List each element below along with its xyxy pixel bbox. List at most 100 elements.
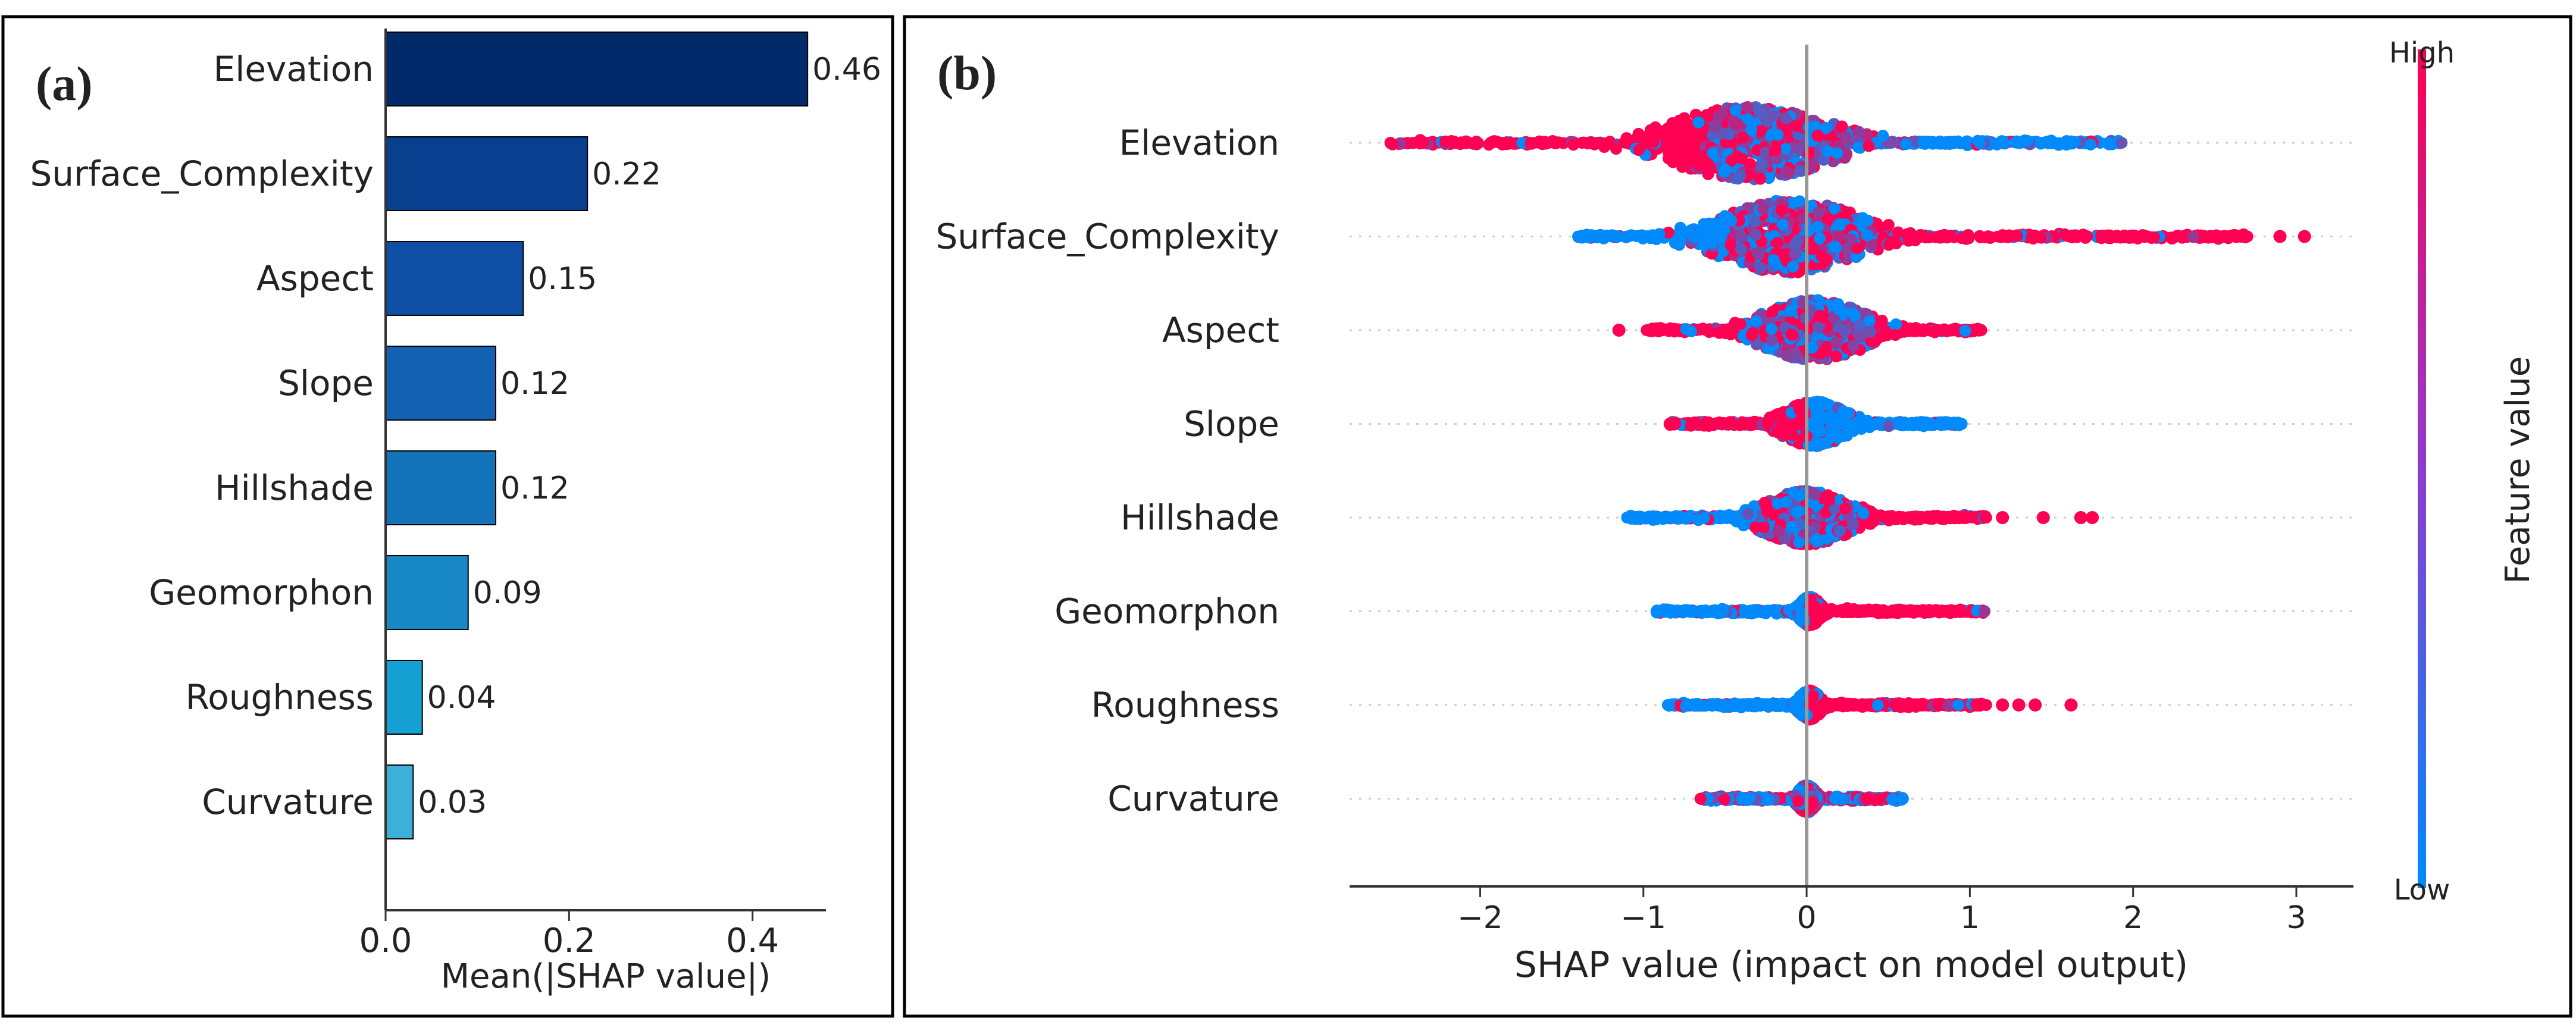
shap-point: [1701, 416, 1714, 429]
shap-point: [1737, 131, 1749, 143]
shap-point: [1633, 143, 1645, 156]
shap-point: [1830, 350, 1842, 363]
bar-roughness: [385, 660, 423, 735]
shap-point: [1828, 202, 1841, 215]
shap-point: [1854, 330, 1867, 343]
shap-point: [2037, 136, 2049, 149]
x-tick-label: 0.4: [726, 922, 779, 960]
shap-point: [1610, 142, 1622, 155]
shap-point: [1724, 239, 1737, 252]
shap-point: [1630, 230, 1642, 242]
shap-point: [1939, 418, 1951, 431]
shap-point: [1811, 129, 1824, 142]
shap-point: [1590, 230, 1602, 243]
shap-point: [2102, 137, 2115, 149]
shap-point: [1948, 324, 1961, 336]
panel-a-frame: [1, 15, 894, 1018]
shap-point: [1735, 243, 1747, 255]
shap-point: [1729, 104, 1742, 117]
panel-a-bar-chart: (a) ElevationSurface_ComplexityAspectSlo…: [30, 29, 881, 996]
shap-point: [1861, 229, 1873, 242]
shap-point: [1652, 325, 1665, 337]
shap-point: [1899, 138, 1912, 151]
shap-point: [2096, 229, 2108, 242]
category-labels: ElevationSurface_ComplexityAspectSlopeHi…: [30, 49, 374, 822]
panel-b-beeswarm: (b) ElevationSurface_ComplexityAspectSlo…: [935, 36, 2537, 986]
shap-point: [1816, 250, 1828, 262]
shap-point: [1727, 324, 1739, 337]
shap-point: [1812, 206, 1824, 219]
shap-point: [1620, 230, 1633, 243]
x-tick-label: 0.2: [543, 922, 596, 960]
shap-point: [1789, 120, 1802, 132]
shap-point: [1832, 412, 1844, 425]
panel-b-frame: [903, 15, 2572, 1018]
shap-point: [1852, 126, 1865, 138]
shap-point: [1717, 224, 1730, 236]
shap-point: [1814, 232, 1826, 245]
shap-point: [1707, 147, 1719, 159]
shap-point: [1791, 351, 1804, 363]
shap-point: [1789, 248, 1801, 261]
shap-point: [1890, 237, 1902, 250]
category-label: Hillshade: [215, 468, 374, 508]
bar-curvature: [385, 764, 414, 839]
shap-point: [1962, 228, 1974, 241]
shap-point: [1952, 135, 1964, 148]
value-label: 0.22: [592, 156, 661, 192]
shap-point: [1786, 429, 1799, 441]
panel-a-label: (a): [36, 57, 93, 111]
shap-point: [1708, 217, 1721, 230]
shap-point: [1831, 147, 1843, 159]
shap-point: [1889, 328, 1902, 341]
shap-point: [1890, 318, 1902, 331]
shap-point: [1779, 143, 1792, 155]
bar-slope: [385, 346, 496, 421]
bar-surface_complexity: [385, 136, 589, 211]
shap-point: [1776, 204, 1788, 217]
shap-point: [1812, 405, 1824, 418]
shap-point: [1840, 131, 1852, 143]
shap-point: [1847, 340, 1860, 352]
value-label: 0.15: [528, 261, 597, 297]
shap-point: [1688, 231, 1701, 243]
shap-point: [1786, 329, 1798, 341]
shap-point: [1964, 510, 1976, 523]
shap-point: [1851, 242, 1863, 255]
shap-point: [2054, 137, 2066, 150]
shap-point: [1601, 229, 1613, 242]
bar-aspect: [385, 241, 524, 316]
shap-point: [1767, 254, 1780, 267]
shap-point: [1908, 324, 1921, 336]
shap-point: [1692, 116, 1705, 129]
shap-point: [1754, 124, 1767, 137]
shap-point: [1384, 137, 1397, 149]
shap-point: [1663, 511, 1675, 524]
shap-point: [1697, 150, 1709, 162]
shap-outlier: [2298, 230, 2311, 243]
shap-point: [1882, 218, 1895, 231]
shap-point: [2062, 230, 2074, 242]
category-label: Geomorphon: [149, 572, 374, 613]
shap-point: [1745, 329, 1758, 341]
shap-point: [1735, 231, 1748, 243]
shap-point: [1794, 416, 1807, 429]
shap-point: [1862, 416, 1874, 429]
category-label: Slope: [278, 363, 374, 403]
shap-point: [1816, 242, 1828, 254]
shap-point: [1755, 157, 1768, 170]
shap-point: [1716, 108, 1728, 120]
shap-point: [1733, 214, 1745, 227]
shap-point: [1843, 407, 1855, 419]
shap-point: [1757, 203, 1769, 215]
shap-point: [1959, 324, 1971, 337]
category-label: Surface_Complexity: [30, 153, 374, 194]
shap-point: [1979, 231, 1992, 243]
shap-point: [1708, 121, 1721, 133]
swarm-elevation: [1384, 101, 2128, 186]
x-ticks: 0.0 0.2 0.4: [359, 910, 779, 960]
shap-point: [1863, 315, 1876, 327]
shap-point: [1749, 228, 1762, 241]
shap-point: [1743, 169, 1755, 181]
shap-point: [1705, 237, 1718, 249]
